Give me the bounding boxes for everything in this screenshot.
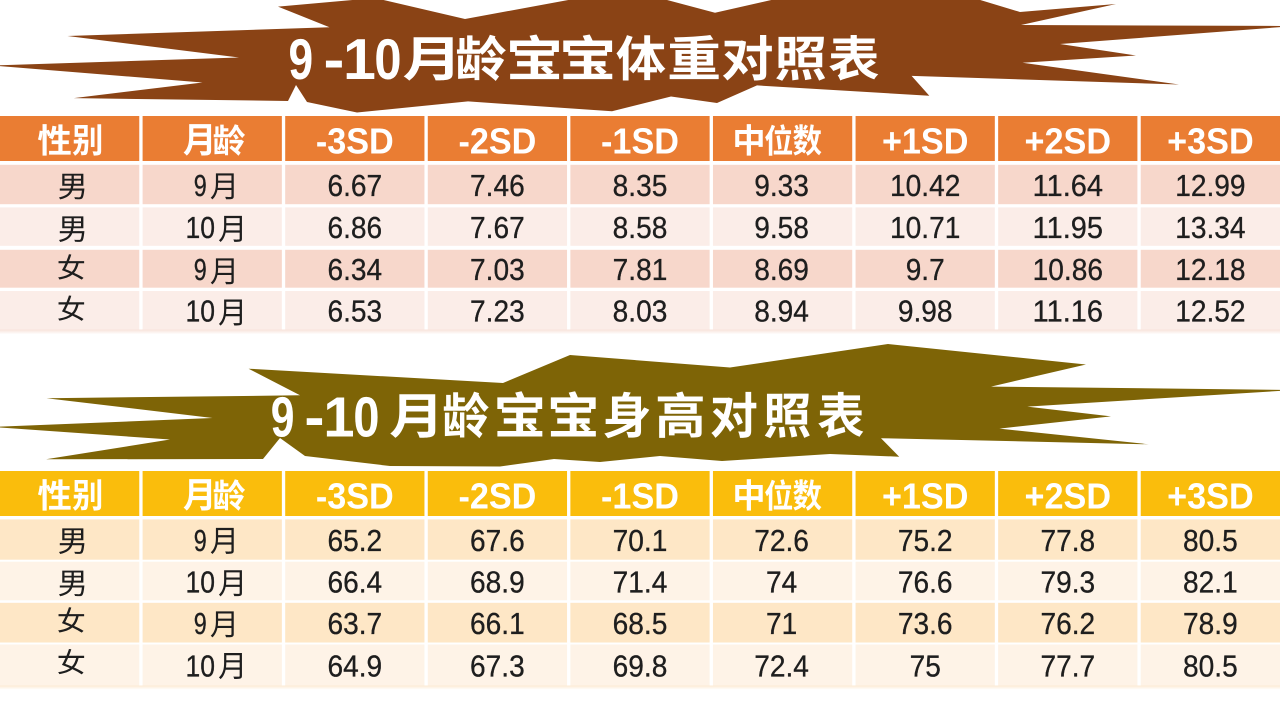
svg-text:78.9: 78.9 (1183, 608, 1238, 641)
svg-text:10: 10 (186, 296, 216, 329)
svg-text:9: 9 (271, 384, 295, 449)
svg-text:6.53: 6.53 (327, 296, 382, 329)
svg-text:11.16: 11.16 (1033, 296, 1103, 329)
svg-text:10: 10 (186, 566, 216, 599)
svg-text:7.03: 7.03 (470, 254, 525, 287)
svg-text:82.1: 82.1 (1183, 566, 1238, 599)
svg-text:-2SD: -2SD (458, 121, 536, 162)
svg-text:9.58: 9.58 (754, 212, 809, 245)
svg-text:9: 9 (194, 254, 207, 287)
svg-text:69.8: 69.8 (613, 650, 668, 683)
svg-text:8.35: 8.35 (613, 170, 668, 203)
svg-text:13.34: 13.34 (1175, 212, 1245, 245)
svg-text:7.67: 7.67 (470, 212, 525, 245)
svg-text:76.6: 76.6 (898, 566, 953, 599)
svg-text:-1SD: -1SD (601, 121, 679, 162)
svg-text:-: - (323, 28, 344, 92)
svg-text:9: 9 (288, 27, 313, 92)
svg-text:+3SD: +3SD (1167, 121, 1254, 162)
svg-text:-2SD: -2SD (458, 476, 536, 517)
svg-text:80.5: 80.5 (1183, 525, 1238, 558)
svg-text:72.6: 72.6 (754, 525, 809, 558)
svg-text:73.6: 73.6 (898, 608, 953, 641)
svg-text:68.5: 68.5 (613, 608, 668, 641)
svg-text:77.8: 77.8 (1040, 525, 1095, 558)
svg-text:75: 75 (910, 650, 941, 683)
svg-text:9.98: 9.98 (898, 296, 953, 329)
svg-text:71.4: 71.4 (613, 566, 668, 599)
svg-text:-3SD: -3SD (316, 121, 394, 162)
svg-text:-3SD: -3SD (316, 476, 394, 517)
svg-text:7.46: 7.46 (470, 170, 525, 203)
svg-text:8.58: 8.58 (613, 212, 668, 245)
svg-text:66.1: 66.1 (470, 608, 525, 641)
svg-text:12.52: 12.52 (1175, 296, 1245, 329)
svg-text:72.4: 72.4 (754, 650, 809, 683)
svg-text:74: 74 (766, 566, 797, 599)
svg-text:+1SD: +1SD (882, 121, 969, 162)
svg-text:-: - (304, 386, 324, 449)
svg-text:6.67: 6.67 (327, 170, 382, 203)
svg-text:80.5: 80.5 (1183, 650, 1238, 683)
svg-text:+2SD: +2SD (1025, 121, 1112, 162)
svg-text:67.3: 67.3 (470, 650, 525, 683)
svg-text:66.4: 66.4 (327, 566, 382, 599)
svg-text:7.23: 7.23 (470, 296, 525, 329)
svg-text:10.42: 10.42 (890, 170, 960, 203)
svg-text:6.86: 6.86 (327, 212, 382, 245)
svg-text:-1SD: -1SD (601, 476, 679, 517)
svg-text:63.7: 63.7 (327, 608, 382, 641)
svg-text:65.2: 65.2 (327, 525, 382, 558)
svg-text:76.2: 76.2 (1040, 608, 1095, 641)
svg-text:64.9: 64.9 (327, 650, 382, 683)
svg-text:+3SD: +3SD (1167, 476, 1254, 517)
svg-text:77.7: 77.7 (1040, 650, 1095, 683)
svg-text:1: 1 (323, 385, 354, 449)
svg-text:11.95: 11.95 (1033, 212, 1103, 245)
svg-text:0: 0 (374, 29, 401, 93)
svg-text:9: 9 (194, 170, 207, 203)
svg-text:67.6: 67.6 (470, 525, 525, 558)
svg-text:9: 9 (194, 525, 207, 558)
svg-text:68.9: 68.9 (470, 566, 525, 599)
svg-text:9.33: 9.33 (754, 170, 809, 203)
svg-text:10.86: 10.86 (1033, 254, 1103, 287)
svg-text:10: 10 (186, 212, 216, 245)
svg-text:8.94: 8.94 (754, 296, 809, 329)
svg-text:70.1: 70.1 (613, 525, 668, 558)
svg-text:12.99: 12.99 (1175, 170, 1245, 203)
svg-text:+2SD: +2SD (1025, 476, 1112, 517)
svg-text:75.2: 75.2 (898, 525, 953, 558)
svg-text:6.34: 6.34 (327, 254, 382, 287)
svg-text:8.03: 8.03 (613, 296, 668, 329)
svg-text:+1SD: +1SD (882, 476, 969, 517)
svg-text:9: 9 (194, 608, 207, 641)
svg-text:79.3: 79.3 (1040, 566, 1095, 599)
svg-text:9.7: 9.7 (906, 254, 945, 287)
svg-text:11.64: 11.64 (1033, 170, 1103, 203)
svg-text:10: 10 (186, 650, 216, 683)
svg-text:7.81: 7.81 (613, 254, 668, 287)
svg-text:0: 0 (353, 386, 379, 449)
svg-text:71: 71 (766, 608, 797, 641)
svg-text:8.69: 8.69 (754, 254, 809, 287)
svg-text:12.18: 12.18 (1175, 254, 1245, 287)
svg-text:10.71: 10.71 (890, 212, 960, 245)
svg-text:1: 1 (343, 28, 376, 92)
